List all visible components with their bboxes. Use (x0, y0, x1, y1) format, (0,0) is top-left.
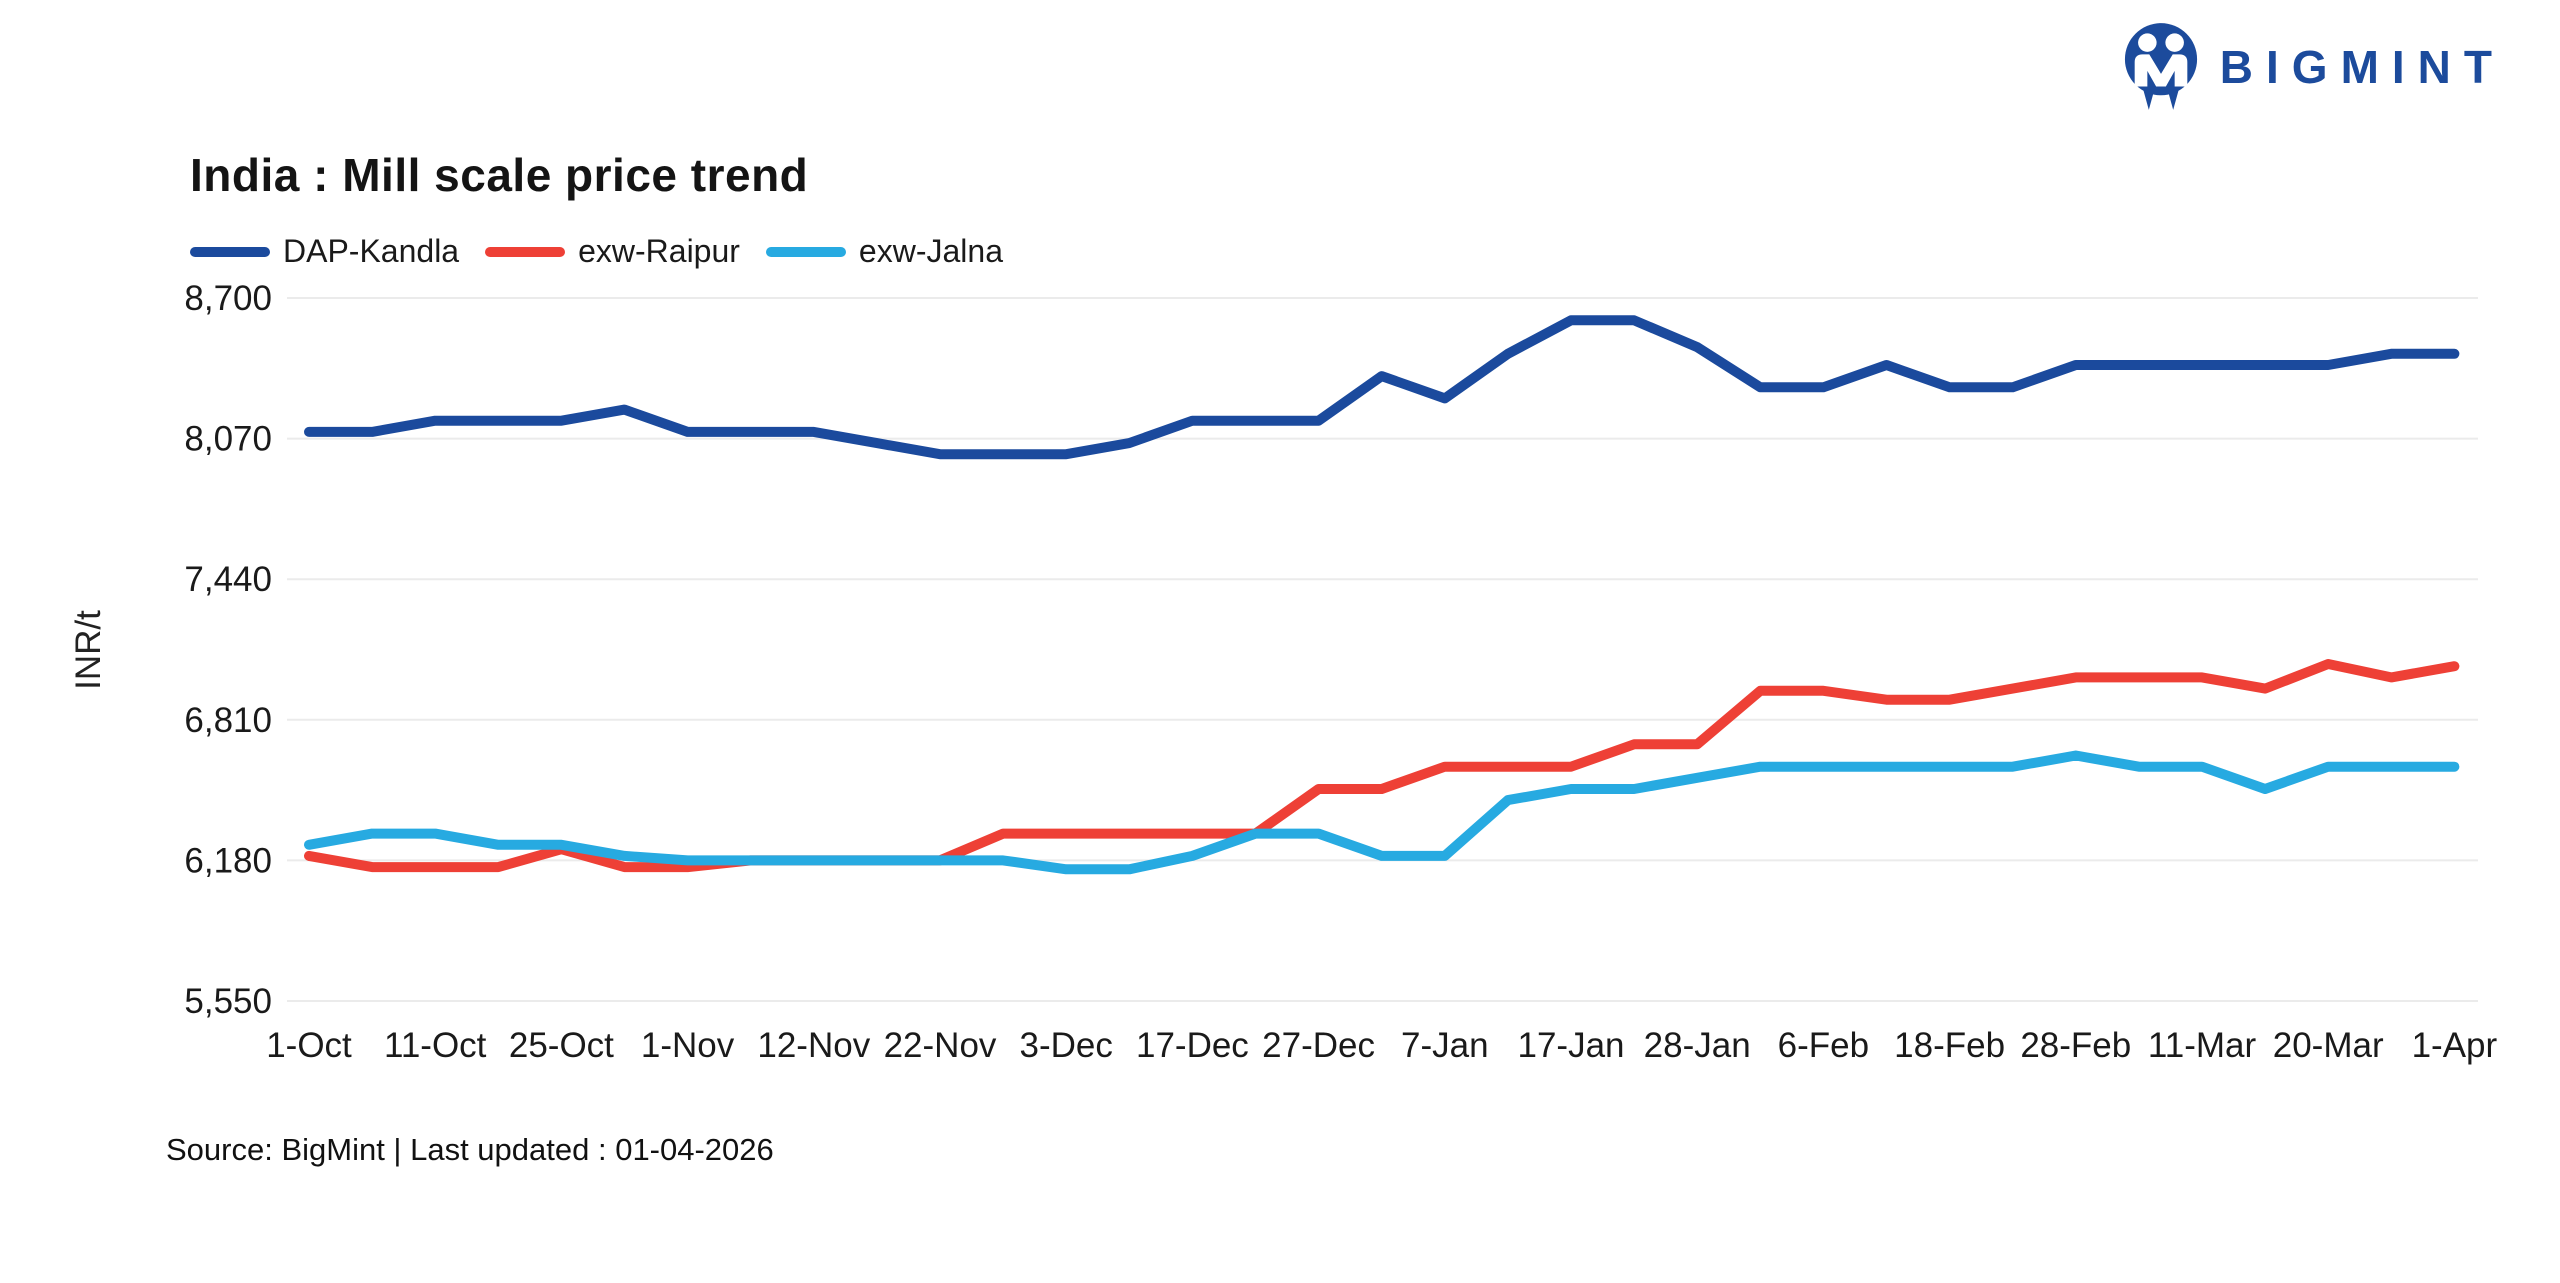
x-tick-label: 1-Nov (641, 1026, 735, 1065)
series-line-exw-raipur (304, 659, 2460, 873)
gridlines (287, 297, 2478, 1002)
x-tick-label: 28-Feb (2020, 1026, 2131, 1065)
y-tick-label: 7,440 (184, 560, 272, 599)
x-tick-label: 25-Oct (509, 1026, 614, 1065)
legend: DAP-Kandla exw-Raipur exw-Jalna (190, 233, 1003, 270)
legend-item-exw-raipur[interactable]: exw-Raipur (485, 233, 740, 270)
legend-item-dap-kandla[interactable]: DAP-Kandla (190, 233, 459, 270)
y-tick-label: 8,700 (184, 279, 272, 318)
source-note: Source: BigMint | Last updated : 01-04-2… (166, 1132, 774, 1167)
x-tick-label: 7-Jan (1401, 1026, 1489, 1065)
page-title: India : Mill scale price trend (190, 149, 809, 201)
legend-line-swatch-icon (765, 246, 846, 257)
x-tick-label: 27-Dec (1262, 1026, 1375, 1065)
series-line-dap-kandla (304, 315, 2460, 460)
legend-label: exw-Raipur (578, 233, 740, 269)
brand-logo: BIGMINT (2122, 22, 2505, 112)
series-lines (304, 315, 2460, 875)
y-tick-label: 8,070 (184, 420, 272, 459)
y-axis-tick-labels: 8,700 8,070 7,440 6,810 6,180 5,550 (184, 279, 272, 1021)
x-tick-label: 28-Jan (1644, 1026, 1751, 1065)
legend-line-swatch-icon (190, 246, 270, 257)
x-axis-tick-labels: 1-Oct 11-Oct 25-Oct 1-Nov 12-Nov 22-Nov 3-Dec 1… (266, 1026, 2497, 1065)
x-tick-label: 17-Jan (1517, 1026, 1624, 1065)
brand-name: BIGMINT (2219, 41, 2505, 93)
legend-label: DAP-Kandla (283, 233, 460, 269)
legend-label: exw-Jalna (858, 233, 1003, 269)
y-tick-label: 5,550 (184, 982, 272, 1021)
x-tick-label: 17-Dec (1136, 1026, 1249, 1065)
x-tick-label: 11-Mar (2148, 1026, 2257, 1065)
y-tick-label: 6,810 (184, 701, 272, 740)
y-tick-label: 6,180 (184, 841, 272, 880)
x-tick-label: 18-Feb (1894, 1026, 2005, 1065)
legend-item-exw-jalna[interactable]: exw-Jalna (765, 233, 1003, 270)
series-line-exw-jalna (304, 750, 2460, 875)
y-axis-title: INR/t (69, 610, 108, 690)
x-tick-label: 20-Mar (2273, 1026, 2384, 1065)
bigmint-logo-icon (2124, 23, 2197, 110)
x-tick-label: 22-Nov (884, 1026, 997, 1065)
x-tick-label: 3-Dec (1020, 1026, 1113, 1065)
x-tick-label: 1-Apr (2412, 1026, 2498, 1065)
legend-line-swatch-icon (485, 246, 566, 257)
x-tick-label: 1-Oct (266, 1026, 352, 1065)
x-tick-label: 11-Oct (384, 1026, 487, 1065)
x-tick-label: 6-Feb (1778, 1026, 1869, 1065)
x-tick-label: 12-Nov (757, 1026, 870, 1065)
